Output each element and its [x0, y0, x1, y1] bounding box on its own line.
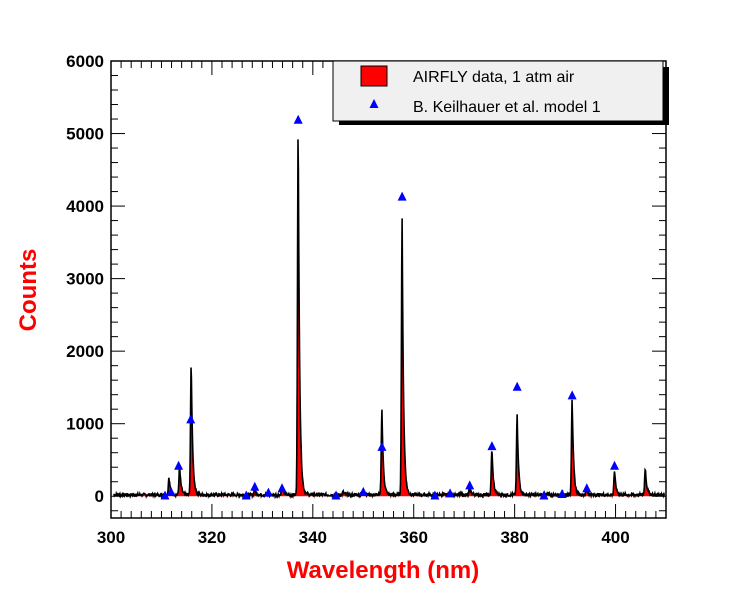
model-marker	[539, 490, 549, 500]
legend-label-airfly: AIRFLY data, 1 atm air	[413, 69, 575, 86]
model-marker	[166, 486, 176, 496]
model-marker	[263, 487, 273, 497]
y-tick-label: 0	[95, 487, 104, 506]
y-tick-label: 2000	[66, 342, 104, 361]
model-marker	[582, 483, 592, 493]
legend-label-keilhauer: B. Keilhauer et al. model 1	[413, 99, 601, 116]
model-marker	[277, 483, 287, 493]
x-tick-label: 360	[400, 528, 428, 547]
model-marker	[567, 390, 577, 400]
y-axis-title: Counts	[15, 249, 42, 332]
model-marker	[512, 381, 522, 391]
y-tick-label: 3000	[66, 270, 104, 289]
model-marker	[465, 480, 475, 490]
y-tick-label: 5000	[66, 125, 104, 144]
x-tick-label: 340	[299, 528, 327, 547]
legend-swatch-airfly	[360, 65, 388, 87]
x-axis-title: Wavelength (nm)	[287, 557, 479, 584]
model-marker	[331, 490, 341, 500]
model-marker	[293, 114, 303, 124]
legend: AIRFLY data, 1 atm air B. Keilhauer et a…	[332, 60, 669, 125]
model-marker	[174, 460, 184, 470]
y-tick-label: 4000	[66, 197, 104, 216]
model-marker	[610, 460, 620, 470]
model-marker	[445, 488, 455, 498]
model-marker	[186, 414, 196, 424]
legend-box	[332, 60, 664, 122]
model-marker	[557, 489, 567, 499]
x-tick-label: 380	[500, 528, 528, 547]
model-marker	[160, 490, 170, 500]
x-tick-label: 320	[198, 528, 226, 547]
model-marker	[397, 191, 407, 201]
model-marker	[430, 490, 440, 500]
model-marker	[487, 441, 497, 451]
spectrum-line	[113, 139, 666, 500]
spectrum-line-group	[113, 139, 666, 500]
y-tick-label: 6000	[66, 52, 104, 71]
legend-marker-keilhauer	[369, 99, 379, 108]
model-marker	[241, 490, 251, 500]
x-tick-label: 400	[601, 528, 629, 547]
model-marker	[358, 486, 368, 496]
model-marker	[250, 481, 260, 491]
model-marker	[377, 441, 387, 451]
y-tick-label: 1000	[66, 415, 104, 434]
x-tick-label: 300	[97, 528, 125, 547]
model-markers-group	[160, 114, 620, 500]
